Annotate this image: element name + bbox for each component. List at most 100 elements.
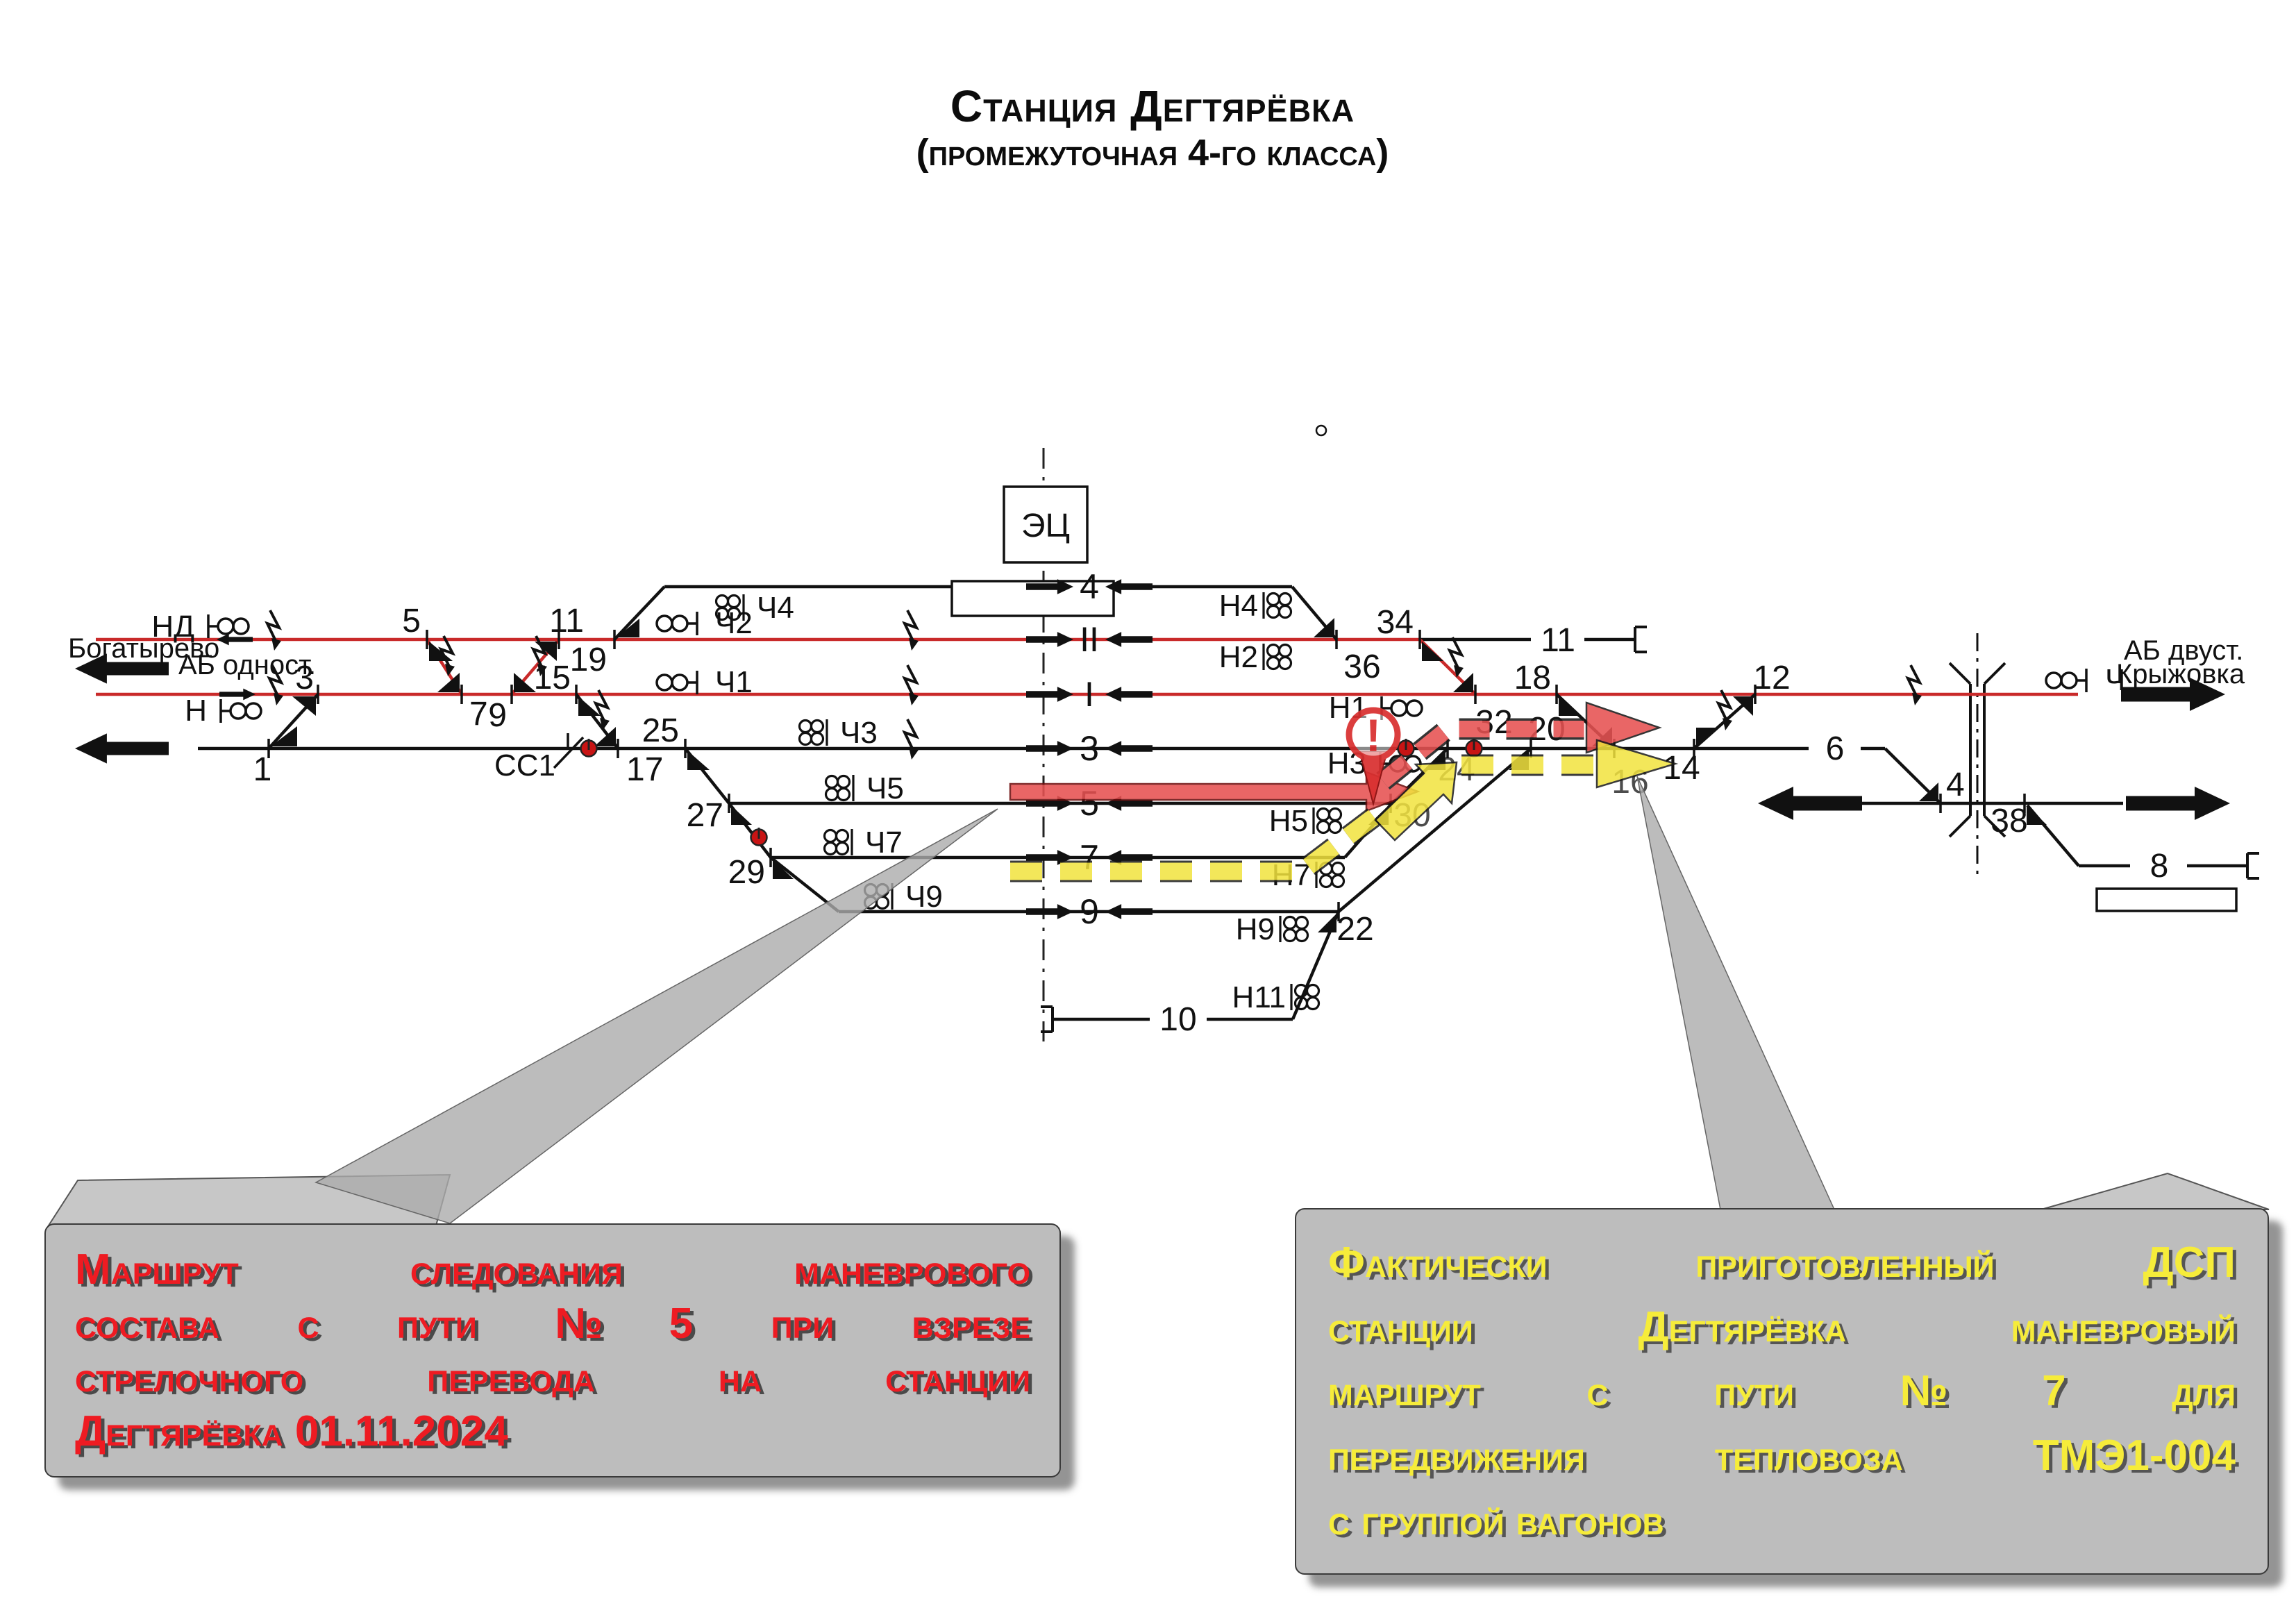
switch-15: 15 — [534, 660, 571, 696]
route-red-arrowhead — [1585, 701, 1662, 754]
switch-4: 4 — [1946, 767, 1965, 803]
signal-ch5-icon — [824, 773, 855, 803]
track-11-label: 11 — [1541, 622, 1575, 659]
callout-leaders — [47, 776, 2270, 1226]
signal-ch-icon — [2045, 667, 2088, 694]
signal-nd-label: НД — [151, 610, 194, 644]
yellow-callout-fold — [2041, 1172, 2270, 1210]
signal-n4-label: Н4 — [1219, 589, 1258, 623]
callout-yellow-line1: Фактически приготовленный ДСП — [1328, 1238, 2236, 1287]
switch-19: 19 — [570, 642, 607, 678]
switch-5: 5 — [402, 603, 421, 639]
switch-17: 17 — [626, 751, 663, 788]
signal-cc1-icon — [553, 733, 585, 769]
signal-n9-label: Н9 — [1236, 912, 1275, 946]
switch-11: 11 — [549, 603, 584, 639]
track-10-deadend — [1041, 1005, 1054, 1033]
switch-ticks — [267, 630, 2026, 921]
route-red — [1009, 701, 1662, 812]
switch-22: 22 — [1336, 911, 1373, 948]
signal-n5-icon — [1312, 806, 1343, 835]
switch-14: 14 — [1663, 750, 1700, 787]
signal-ch1-label: Ч1 — [715, 665, 753, 699]
signal-ch1-icon — [655, 669, 698, 696]
alert-pin: ! — [1346, 707, 1401, 807]
route-red-solid-arrow — [1009, 771, 1421, 812]
signal-ch7-label: Ч7 — [865, 826, 903, 860]
signal-ch2-icon — [655, 610, 698, 637]
callout-red-line3: стрелочного перевода на станции — [75, 1353, 1030, 1402]
signal-ch3-label: Ч3 — [840, 716, 878, 750]
right-block-label: АБ двуст. — [2124, 635, 2243, 666]
track-number-3: 3 — [1080, 729, 1099, 768]
route-yellow — [1010, 739, 1679, 882]
switch-18: 18 — [1514, 660, 1551, 696]
callout-yellow-line5: с группой вагонов — [1328, 1496, 1664, 1545]
track-number-I: I — [1084, 675, 1094, 714]
page-title-line1: Станция Дегтярёвка — [950, 81, 1355, 131]
signal-ch5-label: Ч5 — [866, 771, 904, 805]
signal-n9-icon — [1279, 914, 1309, 944]
switch-34: 34 — [1377, 604, 1414, 641]
route-yellow-diagonal-arrow — [1374, 761, 1458, 842]
callout-red-route: Маршрут следования маневрового состава с… — [44, 1223, 1061, 1477]
page-title-line2: (промежуточная 4-го класса) — [916, 131, 1389, 174]
red-callout-leader — [315, 808, 998, 1224]
track-number-II: II — [1080, 620, 1099, 659]
callout-yellow-line3: маршрут с пути №7 для — [1328, 1367, 2236, 1416]
signal-ch3-icon — [798, 718, 828, 747]
yellow-callout-leader — [1636, 776, 1836, 1210]
nd-line-arrow — [217, 633, 253, 646]
switch-38: 38 — [1991, 803, 2027, 839]
signal-n2-icon — [1262, 642, 1293, 671]
left-station-name: Богатырево — [68, 633, 219, 664]
signal-ch7-icon — [823, 828, 853, 857]
signal-ch2-label: Ч2 — [715, 606, 753, 640]
track-number-4: 4 — [1080, 567, 1099, 606]
switch-12: 12 — [1753, 660, 1790, 696]
callout-yellow-line4: передвижения тепловоза ТМЭ1-004 — [1328, 1432, 2236, 1480]
track-8-label: 8 — [2150, 848, 2169, 885]
switch-9: 9 — [488, 697, 507, 734]
left-block-label: АБ одност. — [178, 650, 316, 680]
track-4r-right-arrow — [2126, 787, 2230, 820]
switch-3: 3 — [295, 660, 314, 696]
track-4r-left-arrow — [1758, 787, 1862, 820]
page-title: Станция Дегтярёвка (промежуточная 4-го к… — [729, 81, 1576, 174]
signal-ch-label: Ч — [2105, 663, 2125, 697]
signal-n-icon — [219, 698, 262, 724]
alert-pin-glyph: ! — [1366, 710, 1381, 761]
track-6-label: 6 — [1826, 730, 1845, 767]
signal-n11-label: Н11 — [1232, 980, 1286, 1014]
route-yellow-arrowhead — [1595, 739, 1679, 789]
callout-red-line2: состава с пути №5 при взрезе — [75, 1299, 1030, 1348]
track-10-label: 10 — [1159, 1001, 1196, 1038]
switch-1: 1 — [253, 751, 272, 788]
signal-cc1-label: СС1 — [494, 748, 555, 782]
callout-red-line1: Маршрут следования маневрового — [75, 1246, 1030, 1294]
callout-red-line4: Дегтярёвка 01.11.2024 — [75, 1407, 508, 1455]
ec-post-box — [1003, 485, 1089, 564]
ec-post-label: ЭЦ — [1021, 508, 1070, 544]
switch-7: 7 — [469, 696, 488, 733]
signal-n11-icon — [1290, 982, 1321, 1012]
dead-end-brackets — [1041, 626, 2259, 1033]
axis-track-numbers: 4 II I 3 5 7 9 — [1026, 567, 1153, 931]
right-station-name: Крыжовка — [2116, 659, 2245, 689]
signal-n2-label: Н2 — [1219, 640, 1258, 674]
signal-n5-label: Н5 — [1269, 804, 1308, 838]
signal-ch9-label: Ч9 — [905, 880, 943, 914]
overpass-bridge — [1948, 633, 2006, 878]
signal-ch4-label: Ч4 — [757, 591, 794, 625]
switch-labels: 1 3 5 7 9 11 19 15 17 25 27 29 36 34 32 … — [253, 603, 2169, 1038]
signal-n4-icon — [1262, 591, 1293, 620]
small-landmark-circle — [1315, 424, 1327, 437]
callout-yellow-route: Фактически приготовленный ДСП станции Де… — [1295, 1208, 2269, 1575]
switch-27: 27 — [687, 797, 723, 834]
track-8-deadend — [2246, 852, 2259, 880]
track-number-9: 9 — [1080, 892, 1099, 931]
switch-36: 36 — [1343, 648, 1380, 685]
signal-n-label: Н — [185, 694, 207, 728]
